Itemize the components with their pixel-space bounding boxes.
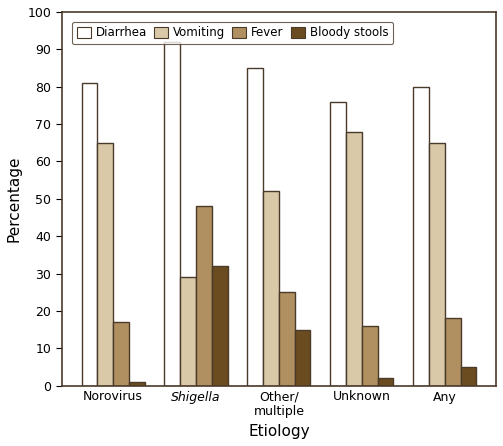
Bar	[212, 266, 227, 386]
Bar	[180, 277, 196, 386]
X-axis label: Etiology: Etiology	[248, 424, 310, 439]
Bar	[279, 292, 295, 386]
Bar	[346, 132, 362, 386]
Bar	[113, 322, 129, 386]
Bar	[247, 68, 263, 386]
Bar	[429, 143, 445, 386]
Bar	[295, 330, 310, 386]
Bar	[378, 378, 393, 386]
Bar	[97, 143, 113, 386]
Bar	[330, 102, 346, 386]
Bar	[81, 83, 97, 386]
Bar	[263, 191, 279, 386]
Bar	[413, 87, 429, 386]
Bar	[461, 367, 476, 386]
Bar	[196, 206, 212, 386]
Legend: Diarrhea, Vomiting, Fever, Bloody stools: Diarrhea, Vomiting, Fever, Bloody stools	[72, 21, 393, 44]
Y-axis label: Percentage: Percentage	[7, 156, 22, 242]
Bar	[445, 318, 461, 386]
Bar	[164, 42, 180, 386]
Bar	[129, 382, 144, 386]
Bar	[362, 326, 378, 386]
